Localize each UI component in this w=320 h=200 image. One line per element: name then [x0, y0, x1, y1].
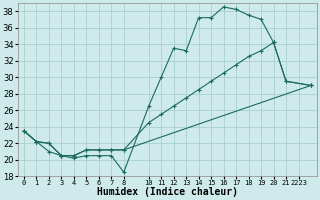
X-axis label: Humidex (Indice chaleur): Humidex (Indice chaleur)	[97, 187, 238, 197]
